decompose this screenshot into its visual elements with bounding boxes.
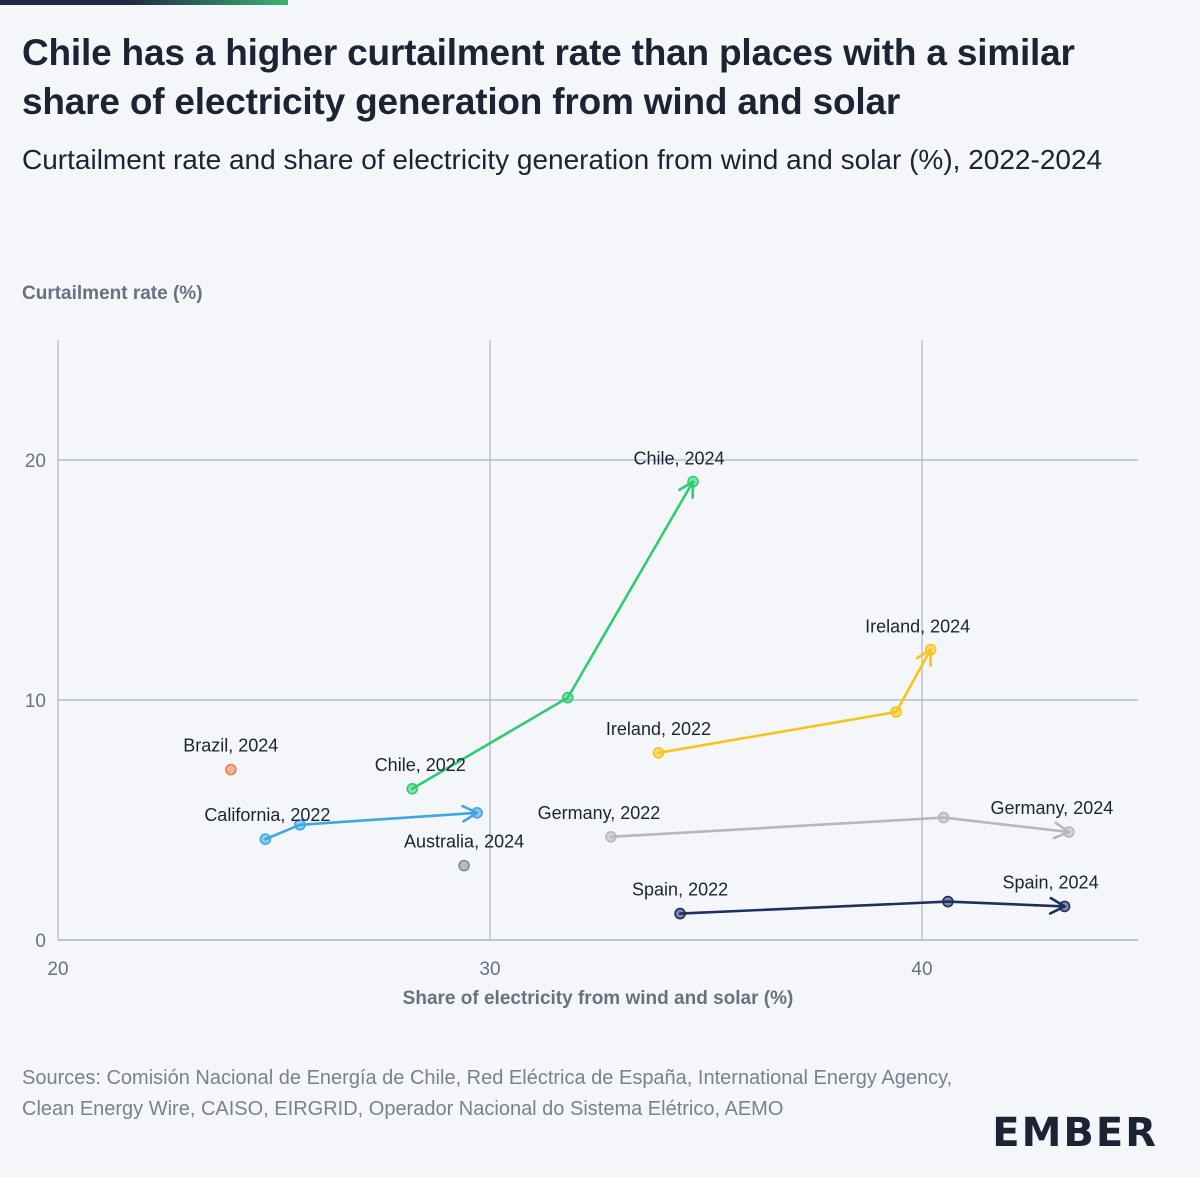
data-point-california <box>259 833 272 846</box>
x-tick-label: 40 <box>911 959 932 980</box>
data-point-chile <box>561 691 574 704</box>
y-tick-label: 10 <box>25 691 46 712</box>
data-point-spain <box>942 895 954 908</box>
y-axis-label: Curtailment rate (%) <box>22 283 203 304</box>
data-point-ireland <box>924 643 937 656</box>
data-label: Germany, 2024 <box>991 798 1114 818</box>
chart-subtitle: Curtailment rate and share of electricit… <box>22 144 1103 175</box>
data-point-germany <box>937 811 950 824</box>
data-point-ireland <box>890 706 902 718</box>
x-axis-label: Share of electricity from wind and solar… <box>402 988 794 1009</box>
data-point-chile <box>687 475 699 488</box>
scatter-chart: 0 10 20 20 30 40 Chile, 2022 Chile, 2024 Ireland… <box>25 340 1138 980</box>
series-line-germany <box>609 816 1071 839</box>
y-tick-label: 20 <box>25 451 46 472</box>
data-label: Chile, 2024 <box>634 449 725 469</box>
data-point-chile <box>406 782 419 795</box>
data-label: Australia, 2024 <box>404 832 524 852</box>
series-line-spain <box>678 900 1066 915</box>
data-point-brazil <box>225 763 237 776</box>
sources-note: Sources: Comisión Nacional de Energía de… <box>22 1067 953 1120</box>
data-point-spain <box>674 907 686 920</box>
data-label: Ireland, 2024 <box>865 617 970 637</box>
data-point-australia <box>458 859 470 872</box>
y-tick-label: 0 <box>35 931 46 952</box>
series-line-chile <box>410 480 695 791</box>
data-label: Ireland, 2022 <box>606 719 711 739</box>
data-label: Spain, 2022 <box>632 880 728 900</box>
data-point-california <box>471 806 483 819</box>
top-accent-bar <box>0 0 288 5</box>
chart-title: Chile has a higher curtailment rate than… <box>22 32 1075 122</box>
data-point-spain <box>1058 900 1071 913</box>
data-label: Chile, 2022 <box>375 755 466 775</box>
data-label: Brazil, 2024 <box>183 736 278 756</box>
data-label: California, 2022 <box>204 805 330 825</box>
x-tick-label: 20 <box>47 959 68 980</box>
data-point-germany <box>1063 826 1075 838</box>
data-point-california <box>294 818 306 831</box>
data-label: Spain, 2024 <box>1003 872 1099 892</box>
data-point-germany <box>605 830 617 843</box>
data-point-ireland <box>652 746 665 759</box>
data-label: Germany, 2022 <box>538 803 661 823</box>
x-tick-label: 30 <box>479 959 500 980</box>
ember-logo: EMBER <box>992 1110 1158 1156</box>
